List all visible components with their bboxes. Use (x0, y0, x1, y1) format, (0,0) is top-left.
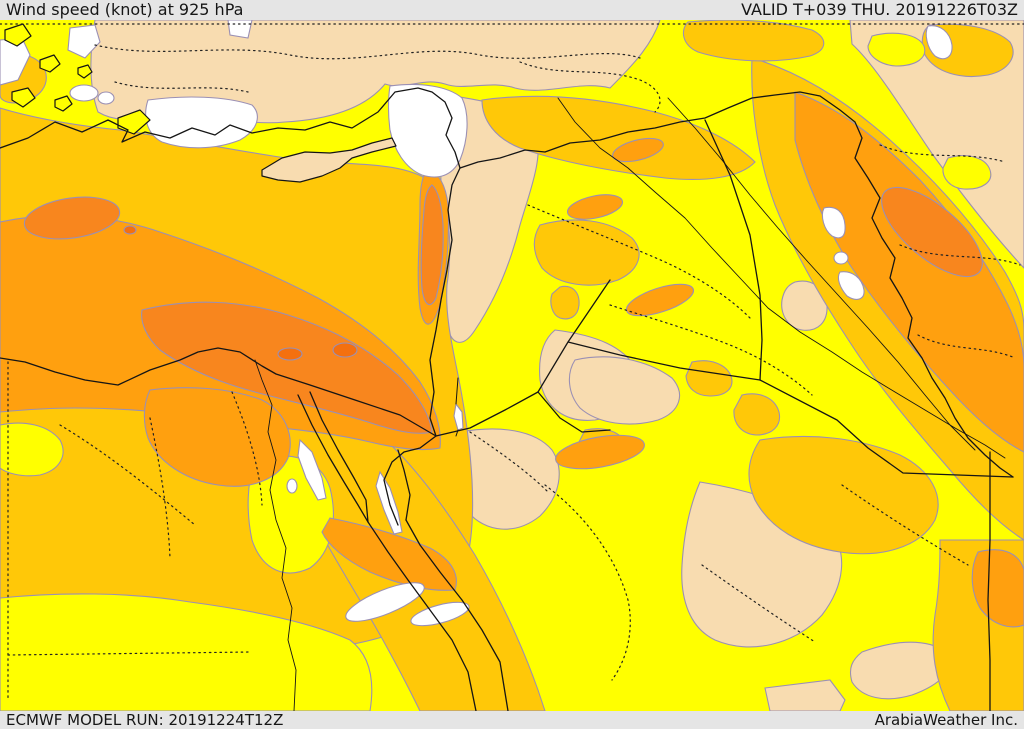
dotted-turkey-3 (519, 61, 661, 113)
dotted-admin-lines (0, 23, 1024, 701)
border-syria-iraq (704, 119, 763, 381)
dotted-iraq-desert (609, 304, 813, 396)
model-run-label: ECMWF MODEL RUN: 20191224T12Z (6, 711, 284, 729)
gold-north-syria (481, 95, 756, 180)
dotted-jordan (469, 431, 549, 493)
white-calm-patches (0, 20, 953, 627)
dotted-syria (527, 204, 751, 319)
map-title: Wind speed (knot) at 925 hPa (6, 0, 244, 19)
tan-bottom-sliver-2 (764, 679, 846, 711)
yellow-southwest-egypt (0, 593, 373, 711)
deep-zagros-core (881, 186, 983, 278)
dotted-egypt-1 (59, 424, 196, 526)
dotted-turkey-2 (114, 81, 249, 93)
gold-desert-patch-1 (550, 285, 580, 320)
level-max-cores (123, 225, 358, 361)
island-rhodes (117, 109, 151, 135)
white-lake-urmia (925, 25, 953, 60)
gold-desert-patch-2 (685, 360, 733, 397)
white-marmara (227, 20, 253, 39)
dotted-saudi-1 (544, 484, 631, 681)
white-sw-anatolia-2 (97, 91, 115, 105)
orange-syria-patch-1 (612, 137, 664, 163)
cyprus-island (261, 137, 397, 183)
white-lake-habbaniyah (833, 251, 849, 265)
dotted-egypt-south (7, 651, 251, 656)
level-pale-tan-regions (90, 20, 1024, 711)
river-euphrates (557, 97, 1006, 459)
coast-gulf-of-suez (297, 391, 369, 523)
dotted-iran-1 (879, 144, 1006, 163)
tan-east-desert-blob (568, 356, 681, 425)
valid-time-label: VALID T+039 THU. 20191226T03Z (741, 0, 1018, 19)
bottom-credit-bar: ECMWF MODEL RUN: 20191224T12Z ArabiaWeat… (0, 711, 1024, 729)
gold-homs-patch (533, 219, 640, 286)
river-nile (254, 359, 297, 711)
dotted-iran-3 (917, 334, 1016, 359)
river-jordan (455, 377, 459, 437)
gold-east-central-arabia (748, 435, 939, 555)
white-sw-anatolia-1 (69, 84, 99, 102)
dotted-saudi-3 (841, 484, 969, 566)
gold-desert-patch-3 (733, 393, 781, 436)
dotted-egypt-2 (231, 391, 263, 506)
max-core-3 (123, 225, 137, 235)
white-bitter-lakes (286, 478, 298, 494)
orange-nile-delta-region (143, 387, 291, 487)
max-core-1 (277, 347, 303, 361)
cyprus-outline (261, 137, 397, 183)
white-lake-tharthar (821, 206, 846, 239)
dotted-saudi-2 (701, 564, 816, 643)
white-sw-turkey-coast (145, 96, 258, 149)
deep-lebanon-sliver (420, 184, 444, 306)
orange-gulf-corner-blob (971, 549, 1024, 628)
geography-lines (0, 87, 1014, 711)
dotted-iran-2 (899, 244, 1021, 266)
yellow-west-edge-notch (0, 422, 64, 477)
gold-topright-patch-1 (682, 20, 825, 62)
yellow-ne-iran-patch-1 (867, 32, 926, 67)
aegean-islands (4, 23, 151, 135)
island (4, 23, 32, 47)
river-tigris (667, 97, 976, 451)
island (77, 64, 93, 79)
deep-egypt-coast-band (141, 301, 433, 434)
coast-red-sea (367, 519, 509, 711)
deep-west-sea-blob (23, 196, 121, 240)
island (54, 95, 73, 112)
white-aegean-2 (67, 24, 101, 59)
yellow-ne-iran-patch-2 (942, 155, 992, 190)
dotted-egypt-3 (149, 417, 171, 559)
island (11, 87, 36, 108)
tan-bottom-sliver-1 (849, 641, 952, 700)
white-lake-razzaza (837, 271, 865, 300)
border-saudi-east-vertical (987, 451, 991, 711)
level-deep-orange-regions (23, 184, 983, 434)
island (39, 54, 61, 73)
white-redsea-calm-1 (345, 582, 425, 622)
coast-gulf-of-aqaba (383, 435, 437, 526)
border-turkey-syria-iran (459, 91, 1014, 478)
weather-map-canvas (0, 20, 1024, 711)
white-dead-sea (453, 402, 464, 431)
border-jordan-iraq-saudi (537, 279, 1014, 478)
top-title-bar: Wind speed (knot) at 925 hPa VALID T+039… (0, 0, 1024, 20)
brand-label: ArabiaWeather Inc. (874, 711, 1018, 729)
orange-north-saudi-patch (555, 434, 645, 470)
white-redsea-calm-2 (410, 601, 470, 627)
white-gulf-of-suez (297, 438, 327, 501)
orange-syria-patch-2 (566, 194, 624, 220)
max-core-2 (332, 342, 358, 358)
